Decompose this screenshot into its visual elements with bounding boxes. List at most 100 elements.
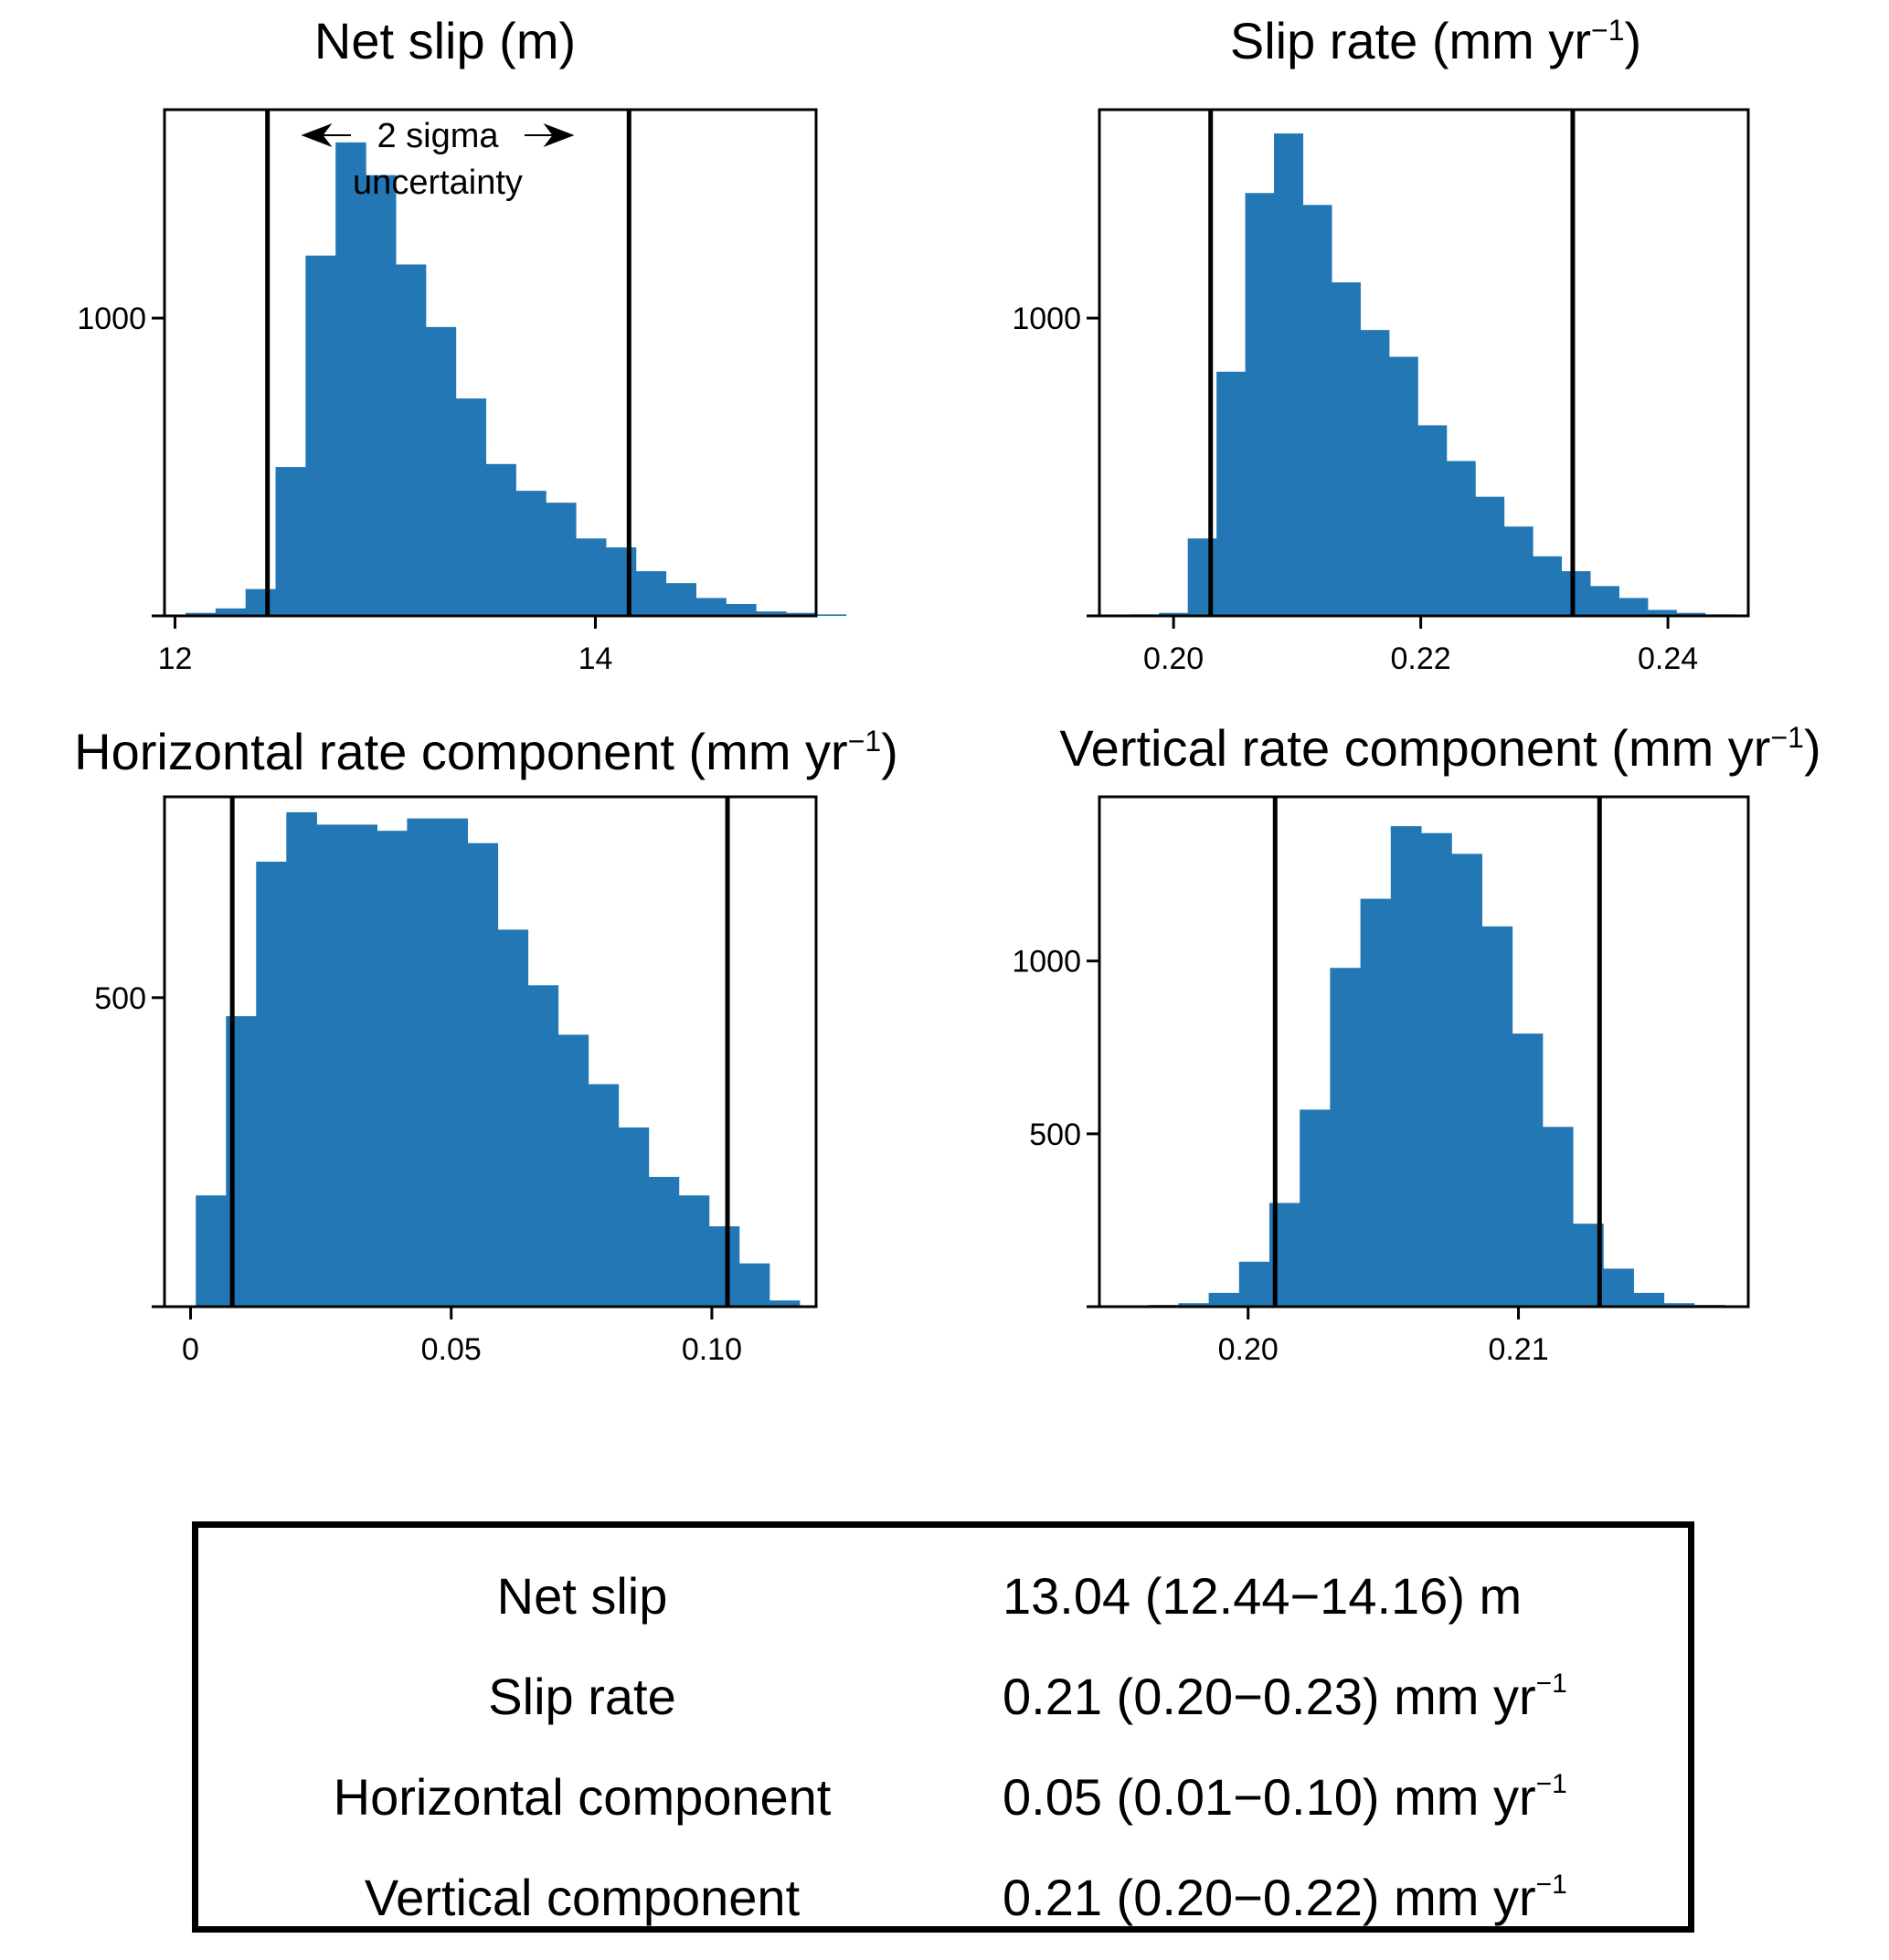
x-tick-label: 0.05 — [421, 1332, 482, 1367]
histogram-bar — [635, 571, 667, 616]
histogram-bar — [1417, 425, 1448, 616]
histogram-bar — [407, 818, 439, 1307]
histogram-bar — [546, 503, 577, 616]
x-tick-label: 0.21 — [1488, 1332, 1548, 1367]
histogram-bar — [377, 831, 409, 1307]
histogram-bar — [1451, 853, 1482, 1307]
histogram-bar — [286, 811, 317, 1307]
summary-label: Slip rate — [488, 1668, 676, 1725]
annotation-label-line2: uncertainty — [353, 164, 523, 202]
histogram-bar — [1331, 282, 1361, 616]
panel-vertical-rate: Vertical rate component (mm yr−1) 0.20 0.… — [1012, 719, 1820, 1367]
panel-title-superscript: −1 — [1770, 721, 1803, 754]
histogram-bar — [1302, 205, 1332, 616]
histogram-bar — [588, 1084, 620, 1307]
panel-title-end: ) — [1624, 12, 1641, 69]
histogram-bar — [1512, 1033, 1544, 1307]
summary-row-horizontal: Horizontal component 0.05 (0.01−0.10) mm… — [198, 1761, 1688, 1834]
summary-value-superscript: −1 — [1535, 1669, 1567, 1699]
x-tick-label: 14 — [578, 641, 613, 676]
panel-title-net-slip: Net slip (m) — [314, 12, 576, 69]
x-tick-label: 0 — [182, 1332, 199, 1367]
histogram-bar — [678, 1195, 710, 1307]
histogram-bar — [1388, 356, 1418, 616]
histogram-bar — [1360, 898, 1392, 1307]
histogram-bar — [275, 467, 306, 616]
x-tick-label: 12 — [158, 641, 193, 676]
histogram-bar — [346, 824, 377, 1307]
histogram-bar — [665, 583, 696, 616]
histogram-bar — [1274, 133, 1304, 617]
histogram-bar — [186, 612, 217, 616]
summary-row-vertical: Vertical component 0.21 (0.20−0.22) mm y… — [198, 1861, 1688, 1934]
histogram-bar — [618, 1127, 650, 1307]
panel-horizontal-rate: Horizontal rate component (mm yr−1) 0 0.0… — [74, 723, 898, 1367]
histogram-bar — [738, 1263, 770, 1307]
x-tick-label: 0.10 — [682, 1332, 742, 1367]
y-tick-label: 500 — [1029, 1118, 1081, 1152]
y-tick-label: 1000 — [77, 302, 146, 336]
histogram-bar — [695, 598, 727, 616]
histogram-bar — [316, 824, 347, 1307]
summary-label: Horizontal component — [333, 1768, 832, 1826]
y-tick-label: 1000 — [1012, 302, 1081, 336]
panel-title-slip-rate: Slip rate (mm yr−1) — [1230, 12, 1641, 69]
histogram-bar — [395, 264, 427, 616]
histogram-bar — [1300, 1109, 1332, 1307]
histogram-bar — [437, 818, 469, 1307]
summary-row-slip-rate: Slip rate 0.21 (0.20−0.23) mm yr−1 — [198, 1660, 1688, 1733]
histogram-bar — [196, 1195, 227, 1307]
panel-title-superscript: −1 — [1591, 14, 1624, 47]
histogram-bar — [1676, 612, 1706, 616]
histogram-bar — [1663, 1303, 1695, 1307]
histogram-bar — [1647, 609, 1677, 616]
right-arrow-icon — [543, 123, 575, 147]
annotation-label: 2 sigma — [377, 117, 499, 155]
histogram-bar — [648, 1176, 680, 1307]
histogram-bar — [425, 326, 457, 616]
summary-row-net-slip: Net slip 13.04 (12.44−14.16) m — [198, 1560, 1688, 1633]
histogram-bar — [756, 611, 787, 616]
histogram-bar — [1618, 598, 1649, 616]
histogram-bar — [1159, 612, 1189, 616]
left-arrow-icon — [301, 123, 333, 147]
panel-title-text: Horizontal rate component (mm yr — [74, 723, 848, 780]
histogram-bar — [726, 603, 757, 616]
histogram-bar — [575, 538, 607, 616]
histogram-bar — [1216, 371, 1247, 616]
histogram-bar — [1208, 1292, 1240, 1307]
summary-value-text: 0.05 (0.01−0.10) mm yr — [1003, 1768, 1536, 1826]
histogram-bar — [1238, 1261, 1270, 1307]
histogram-bar — [1245, 193, 1275, 616]
panel-title-horizontal-rate: Horizontal rate component (mm yr−1) — [74, 723, 898, 780]
histogram-bar — [769, 1300, 801, 1307]
histogram-bar — [245, 588, 277, 616]
x-tick-label: 0.20 — [1143, 641, 1204, 676]
summary-value-text: 0.21 (0.20−0.23) mm yr — [1003, 1668, 1536, 1725]
summary-value: 0.21 (0.20−0.23) mm yr−1 — [1003, 1660, 1679, 1743]
histogram-bar — [467, 842, 499, 1307]
x-tick-label: 0.22 — [1391, 641, 1451, 676]
summary-value-superscript: −1 — [1535, 1769, 1567, 1799]
histogram-bar — [1330, 968, 1362, 1307]
histogram-bar — [1481, 926, 1513, 1307]
histogram-bar — [527, 985, 559, 1307]
histogram-bar — [335, 142, 366, 617]
summary-value: 0.21 (0.20−0.22) mm yr−1 — [1003, 1861, 1679, 1944]
histogram-bar — [1475, 496, 1505, 616]
x-tick-label: 0.20 — [1218, 1332, 1279, 1367]
histogram-bar — [366, 175, 397, 616]
panel-title-text: Slip rate (mm yr — [1230, 12, 1591, 69]
histogram-bar — [1446, 461, 1476, 616]
histogram-bar — [1542, 1127, 1574, 1307]
panel-net-slip: Net slip (m) 12 14 1000 2 sigma uncertainty — [77, 12, 847, 676]
histogram-bar — [1533, 556, 1563, 616]
panel-slip-rate: Slip rate (mm yr−1) 0.20 0.22 0.24 1000 — [1012, 12, 1750, 676]
histogram-bar — [497, 929, 529, 1307]
histogram-bar — [708, 1226, 740, 1307]
y-tick-label: 500 — [94, 981, 146, 1016]
histogram-bar — [1633, 1292, 1665, 1307]
panel-title-text: Vertical rate component (mm yr — [1059, 719, 1770, 777]
summary-table: Net slip 13.04 (12.44−14.16) m Slip rate… — [192, 1521, 1694, 1933]
